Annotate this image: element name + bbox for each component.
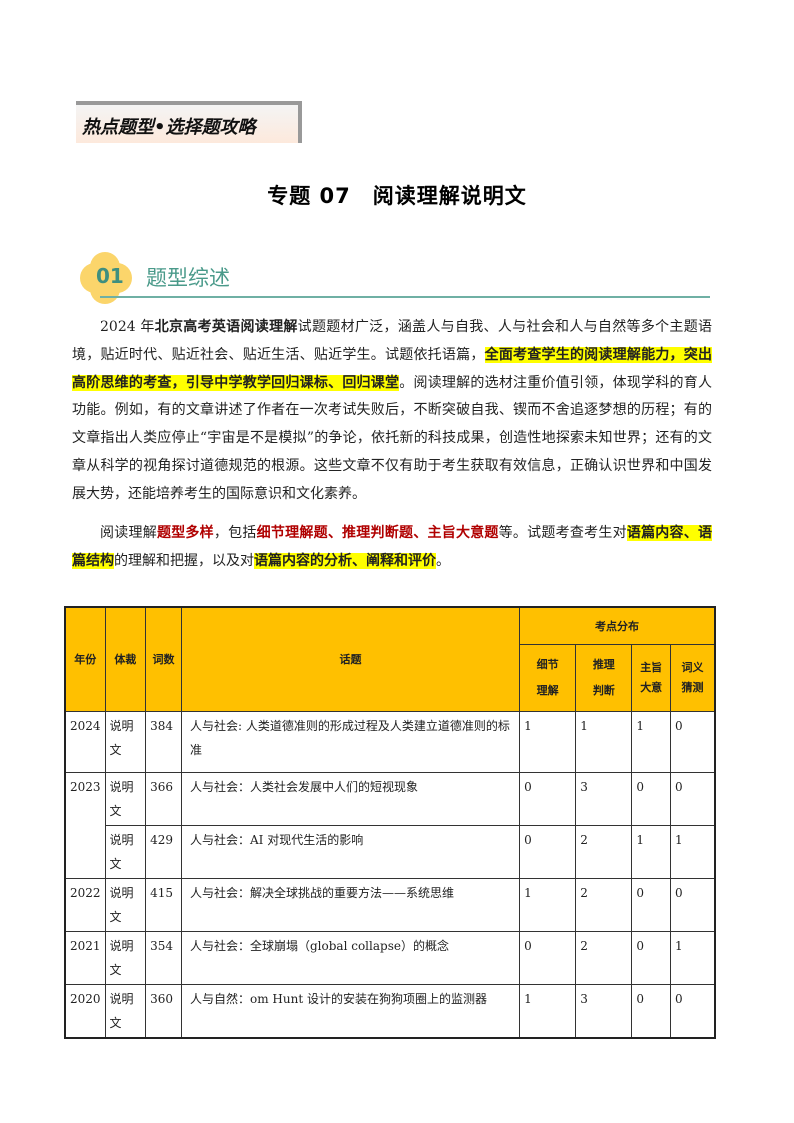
header-topic: 话题 (180, 606, 521, 712)
flower-badge-icon (80, 252, 132, 304)
header-words: 词数 (145, 606, 182, 712)
cell-score: 0 (631, 771, 671, 826)
table-row: 2023 说明文 366 人与社会：人类社会发展中人们的短视现象 0 3 0 0 (64, 771, 716, 879)
cell-genre: 说明文 (104, 710, 147, 773)
cell-topic: 人与社会: 人类道德准则的形成过程及人类建立道德准则的标准 (180, 710, 521, 773)
cell-genre: 说明文 (104, 771, 147, 826)
cell-score: 1 (519, 983, 577, 1038)
header-genre: 体裁 (104, 606, 147, 712)
cell-score: 1 (631, 824, 671, 879)
cell-score: 2 (575, 877, 633, 932)
cell-score: 0 (631, 877, 671, 932)
cell-score: 1 (519, 877, 577, 932)
cell-words: 429 (145, 824, 182, 879)
table-row: 2020 说明文 360 人与自然：om Hunt 设计的安装在狗狗项圈上的监测器 1 3… (64, 983, 716, 1038)
cell-score: 0 (519, 824, 577, 879)
cell-score: 1 (669, 930, 716, 985)
header-sub: 主旨 大意 (631, 643, 671, 712)
highlighted-text: 语篇内容的分析、阐释和评价 (254, 552, 436, 569)
cell-score: 3 (575, 771, 633, 826)
cell-year: 2023 (64, 771, 106, 879)
cell-score: 0 (631, 930, 671, 985)
cell-score: 2 (575, 824, 633, 879)
header-sub: 推理 判断 (575, 643, 633, 712)
cell-year: 2024 (64, 710, 106, 773)
cell-words: 354 (145, 930, 182, 985)
cell-topic: 人与自然：om Hunt 设计的安装在狗狗项圈上的监测器 (180, 983, 521, 1038)
cell-year: 2020 (64, 983, 106, 1038)
header-year: 年份 (64, 606, 106, 712)
cell-score: 2 (575, 930, 633, 985)
cell-genre: 说明文 (104, 824, 147, 879)
cell-score: 0 (669, 983, 716, 1038)
cell-words: 415 (145, 877, 182, 932)
section-title: 题型综述 (146, 266, 230, 290)
text-segment: ，包括 (213, 525, 257, 541)
paragraph-question-types: 阅读理解题型多样，包括细节理解题、推理判断题、主旨大意题等。试题考查考生对语篇内… (72, 520, 713, 576)
cell-topic: 人与社会：全球崩塌（global collapse）的概念 (180, 930, 521, 985)
emphasis-text: 题型多样 (156, 525, 214, 541)
header-distribution: 考点分布 (519, 606, 716, 645)
exam-table: 年份 体裁 词数 话题 考点分布 细节 理解 推理 判断 主旨 大意 词义 猜测 20… (64, 606, 716, 1039)
cell-topic: 人与社会：人类社会发展中人们的短视现象 (180, 771, 521, 826)
cell-year: 2022 (64, 877, 106, 932)
text-segment: 试题题材广泛，涵盖人与自我、人与社会和人与自然等多个主题语境，贴近时代、贴近社会… (72, 319, 713, 363)
section-divider (100, 296, 710, 298)
table-row: 说明文 429 人与社会：AI 对现代生活的影响 0 2 1 1 (65, 824, 716, 879)
table-row: 2024 说明文 384 人与社会: 人类道德准则的形成过程及人类建立道德准则的标准 1… (64, 710, 716, 773)
text-segment: 。 (436, 552, 450, 569)
header-sub: 细节 理解 (519, 643, 577, 712)
cell-genre: 说明文 (104, 983, 147, 1038)
table-row: 2021 说明文 354 人与社会：全球崩塌（global collapse）的概念 0… (64, 930, 716, 985)
cell-words: 366 (145, 771, 182, 826)
text-segment: 阅读理解 (100, 525, 157, 541)
page-title: 专题 07 阅读理解说明文 (267, 184, 527, 208)
emphasis-text: 细节理解题、推理判断题、主旨大意题 (256, 525, 499, 541)
cell-topic: 人与社会：AI 对现代生活的影响 (180, 824, 521, 879)
table-row: 2022 说明文 415 人与社会：解决全球挑战的重要方法——系统思维 1 2 0 0 (64, 877, 716, 932)
section-number: 01 (96, 264, 124, 288)
cell-score: 1 (631, 710, 671, 773)
header-sub: 词义 猜测 (669, 643, 716, 712)
text-segment: 2024 年 (100, 319, 155, 335)
text-segment: 的理解和把握，以及对 (114, 552, 254, 569)
category-tag: 热点题型•选择题攻略 (76, 101, 302, 143)
text-segment: 。阅读理解的选材注重价值引领，体现学科的育人功能。例如，有的文章讲述了作者在一次… (72, 374, 713, 502)
cell-score: 1 (669, 824, 716, 879)
paragraph-overview: 2024 年北京高考英语阅读理解试题题材广泛，涵盖人与自我、人与社会和人与自然等… (72, 314, 713, 509)
cell-score: 0 (669, 710, 716, 773)
cell-topic: 人与社会：解决全球挑战的重要方法——系统思维 (180, 877, 521, 932)
cell-score: 0 (519, 771, 577, 826)
cell-genre: 说明文 (104, 877, 147, 932)
text-segment: 等。试题考查考生对 (498, 525, 627, 541)
cell-score: 0 (669, 877, 716, 932)
cell-score: 0 (669, 771, 716, 826)
cell-words: 384 (145, 710, 182, 773)
text-segment: 北京高考英语阅读理解 (154, 319, 298, 335)
cell-words: 360 (145, 983, 182, 1038)
cell-score: 0 (631, 983, 671, 1038)
cell-score: 1 (575, 710, 633, 773)
cell-score: 0 (519, 930, 577, 985)
cell-genre: 说明文 (104, 930, 147, 985)
cell-year: 2021 (64, 930, 106, 985)
cell-score: 1 (519, 710, 577, 773)
cell-score: 3 (575, 983, 633, 1038)
